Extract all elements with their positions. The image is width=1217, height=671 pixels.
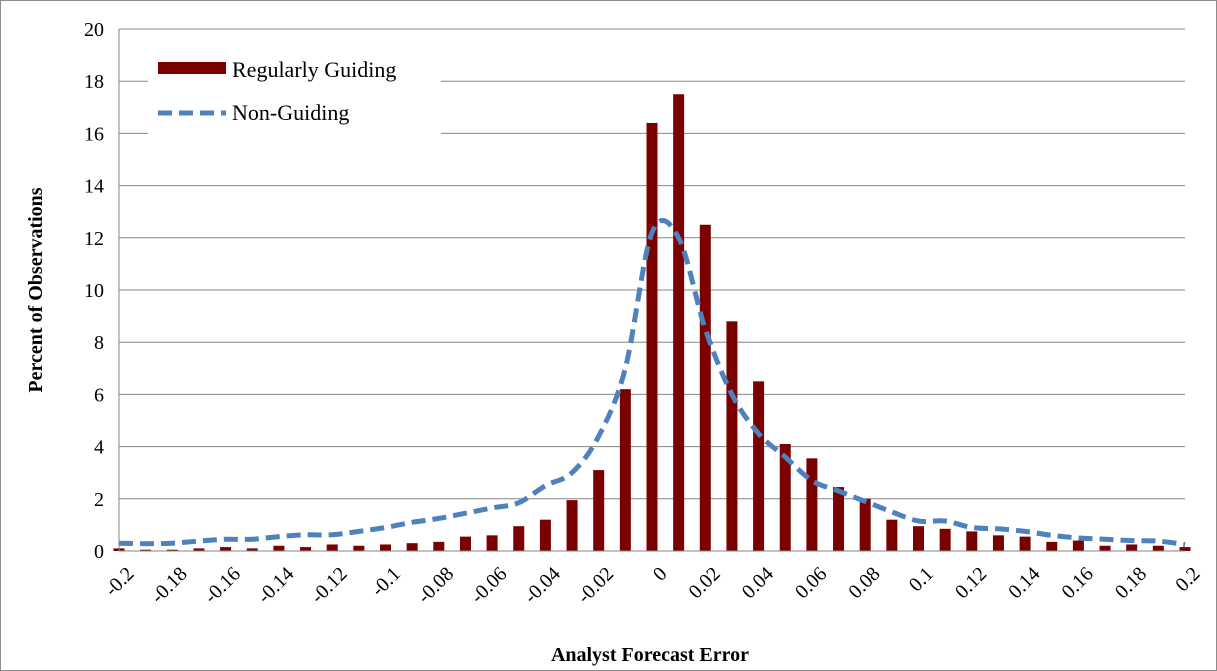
bar bbox=[300, 547, 312, 551]
bar bbox=[886, 519, 898, 551]
x-tick-label: 0.06 bbox=[791, 563, 831, 603]
bar bbox=[753, 381, 765, 551]
axes bbox=[118, 29, 1185, 552]
bar bbox=[273, 545, 285, 551]
bar bbox=[1072, 540, 1084, 551]
bar bbox=[380, 544, 391, 551]
bar bbox=[939, 528, 951, 551]
bar bbox=[459, 536, 471, 551]
bar bbox=[859, 498, 871, 551]
x-tick-label: 0.08 bbox=[844, 563, 884, 603]
bar bbox=[1152, 545, 1164, 551]
bar bbox=[992, 535, 1004, 551]
bar bbox=[646, 122, 658, 552]
y-tick-label: 8 bbox=[94, 332, 104, 354]
bar bbox=[1046, 541, 1058, 551]
bar bbox=[806, 458, 818, 551]
x-tick-label: 0.16 bbox=[1058, 563, 1098, 603]
x-tick-label: -0.06 bbox=[467, 563, 512, 608]
bar bbox=[220, 547, 232, 551]
y-axis-title: Percent of Observations bbox=[25, 187, 47, 392]
y-tick-label: 20 bbox=[84, 19, 104, 41]
x-tick-label: 0.04 bbox=[738, 563, 778, 603]
bar bbox=[673, 94, 685, 551]
bar bbox=[513, 526, 525, 551]
bar bbox=[1099, 545, 1111, 551]
bar bbox=[406, 543, 418, 551]
x-tick-label: -0.2 bbox=[100, 563, 138, 601]
x-tick-label: -0.04 bbox=[520, 563, 565, 608]
y-tick-label: 10 bbox=[84, 280, 104, 302]
bar bbox=[326, 544, 338, 551]
x-tick-label: 0.18 bbox=[1111, 563, 1151, 603]
x-tick-label: -0.1 bbox=[367, 563, 405, 601]
bar bbox=[913, 526, 924, 551]
bars-regularly-guiding bbox=[113, 94, 1191, 552]
bar bbox=[140, 549, 152, 551]
y-tick-label: 0 bbox=[94, 541, 104, 563]
y-tick-label: 18 bbox=[84, 71, 104, 93]
bar bbox=[166, 549, 178, 551]
x-tick-labels: -0.2 -0.18 -0.16 -0.14 -0.12 -0.1 -0.08 -0.06 -0… bbox=[100, 563, 1204, 608]
y-tick-label: 4 bbox=[94, 437, 104, 459]
x-tick-label: -0.18 bbox=[147, 563, 192, 608]
bar bbox=[833, 487, 845, 551]
x-tick-label: -0.14 bbox=[253, 563, 298, 608]
legend-swatch-regularly-guiding bbox=[158, 62, 226, 74]
line-non-guiding bbox=[118, 217, 1186, 547]
bar bbox=[1179, 547, 1191, 551]
bar bbox=[1019, 536, 1031, 551]
bar bbox=[619, 389, 631, 551]
x-axis-title: Analyst Forecast Error bbox=[551, 644, 749, 666]
x-tick-label: -0.12 bbox=[307, 563, 352, 608]
bar bbox=[566, 500, 578, 551]
y-tick-label: 14 bbox=[84, 176, 104, 198]
x-tick-label: -0.16 bbox=[200, 563, 245, 608]
y-tick-label: 12 bbox=[84, 228, 104, 250]
bar bbox=[353, 545, 365, 551]
bar bbox=[966, 531, 978, 551]
legend: Regularly Guiding Non-Guiding bbox=[148, 46, 441, 156]
legend-label-non-guiding: Non-Guiding bbox=[232, 100, 349, 125]
bar bbox=[246, 548, 258, 551]
x-tick-label: 0.1 bbox=[905, 563, 938, 596]
bar bbox=[593, 470, 605, 551]
x-tick-label: -0.02 bbox=[573, 563, 618, 608]
bar bbox=[726, 321, 738, 551]
x-tick-label: 0.12 bbox=[951, 563, 991, 603]
bar bbox=[433, 541, 445, 551]
y-tick-labels: 0 2 4 6 8 10 12 14 16 18 20 bbox=[84, 19, 104, 563]
x-tick-label: 0.02 bbox=[684, 563, 724, 603]
bar bbox=[699, 224, 711, 551]
x-tick-label: 0.14 bbox=[1004, 563, 1044, 603]
y-tick-label: 2 bbox=[94, 489, 104, 511]
bar bbox=[779, 443, 791, 551]
y-tick-label: 6 bbox=[94, 384, 104, 406]
bar bbox=[486, 535, 498, 551]
x-tick-label: 0 bbox=[649, 563, 672, 586]
x-tick-label: 0.2 bbox=[1171, 563, 1204, 596]
y-tick-label: 16 bbox=[84, 123, 104, 145]
bar bbox=[539, 519, 551, 551]
x-tick-label: -0.08 bbox=[413, 563, 458, 608]
bar bbox=[193, 548, 205, 551]
legend-label-regularly-guiding: Regularly Guiding bbox=[232, 57, 396, 82]
bar bbox=[1126, 544, 1138, 551]
